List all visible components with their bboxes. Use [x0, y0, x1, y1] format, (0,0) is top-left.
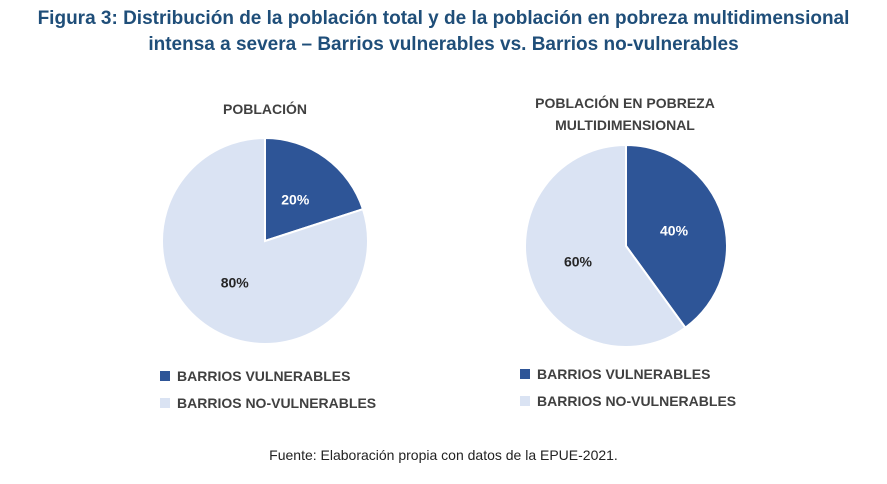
chart-title-line-2: MULTIDIMENSIONAL	[555, 117, 695, 133]
legend-item-vulnerables: BARRIOS VULNERABLES	[160, 362, 420, 389]
pie-slice-vulnerables	[625, 143, 728, 330]
chart-title-line-1: POBLACIÓN EN POBREZA	[535, 95, 715, 111]
legend-label: BARRIOS NO-VULNERABLES	[177, 394, 377, 411]
legend-label: BARRIOS VULNERABLES	[537, 365, 711, 382]
pie-slice-no-vulnerables	[524, 143, 687, 348]
legend-item-vulnerables: BARRIOS VULNERABLES	[520, 360, 780, 387]
data-label-no-vulnerables: 60%	[564, 254, 593, 270]
figure-title-line-1: Figura 3: Distribución de la población t…	[37, 8, 850, 29]
pie-svg-poblacion: 20% 80%	[161, 136, 369, 345]
data-label-no-vulnerables: 80%	[221, 275, 250, 291]
data-label-vulnerables: 20%	[281, 191, 310, 207]
legend-item-no-vulnerables: BARRIOS NO-VULNERABLES	[160, 389, 420, 416]
legend-item-no-vulnerables: BARRIOS NO-VULNERABLES	[520, 387, 780, 414]
chart-title: POBLACIÓN EN POBREZA MULTIDIMENSIONAL	[475, 92, 775, 136]
pie-chart-pobreza-multidimensional: POBLACIÓN EN POBREZA MULTIDIMENSIONAL 40…	[475, 80, 775, 420]
legend-swatch-no-vulnerables	[520, 395, 530, 406]
legend-label: BARRIOS VULNERABLES	[177, 367, 351, 384]
legend: BARRIOS VULNERABLES BARRIOS NO-VULNERABL…	[520, 360, 780, 414]
legend-swatch-no-vulnerables	[160, 397, 170, 408]
legend-label: BARRIOS NO-VULNERABLES	[537, 392, 737, 409]
legend: BARRIOS VULNERABLES BARRIOS NO-VULNERABL…	[160, 362, 420, 416]
chart-title-line: POBLACIÓN	[223, 101, 307, 117]
pie-slice-no-vulnerables	[161, 136, 369, 345]
figure-title: Figura 3: Distribución de la población t…	[0, 6, 887, 58]
legend-swatch-vulnerables	[160, 370, 170, 381]
source-note: Fuente: Elaboración propia con datos de …	[269, 447, 618, 463]
pie-slice-vulnerables	[264, 136, 365, 243]
legend-swatch-vulnerables	[520, 368, 530, 379]
pie-svg-pobreza: 40% 60%	[524, 143, 728, 348]
chart-title: POBLACIÓN	[115, 98, 415, 120]
figure-title-line-2: intensa a severa – Barrios vulnerables v…	[148, 34, 739, 55]
data-label-vulnerables: 40%	[660, 222, 689, 238]
pie-chart-poblacion: POBLACIÓN 20% 80% BARRIOS VULNERABLES BAR…	[115, 80, 415, 420]
